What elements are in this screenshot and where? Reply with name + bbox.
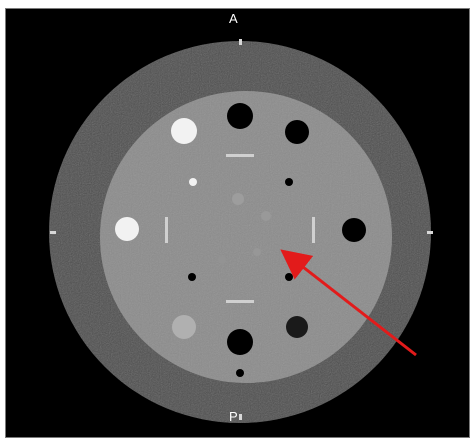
dark-insert-bottom bbox=[227, 329, 253, 355]
wire-left bbox=[165, 217, 168, 243]
red-arrow-icon bbox=[280, 249, 417, 357]
wire-right bbox=[312, 217, 315, 243]
grey-insert-bottom-left bbox=[172, 315, 196, 339]
right-marker bbox=[427, 231, 433, 234]
ct-phantom-image bbox=[49, 39, 433, 423]
top-marker bbox=[239, 39, 242, 45]
bright-insert-small bbox=[189, 178, 197, 186]
ct-slice-frame bbox=[5, 8, 470, 438]
dark-insert-bottom-right bbox=[286, 316, 308, 338]
wire-bottom bbox=[226, 300, 254, 303]
dark-insert-top bbox=[227, 103, 253, 129]
dark-insert-top-right bbox=[285, 120, 309, 144]
low-contrast-insert bbox=[232, 193, 244, 205]
low-contrast-insert bbox=[261, 211, 271, 221]
low-contrast-insert bbox=[253, 248, 261, 256]
orientation-label-posterior: P bbox=[229, 409, 238, 424]
dark-insert-right bbox=[342, 218, 366, 242]
low-contrast-insert bbox=[218, 256, 226, 264]
wire-top bbox=[226, 154, 254, 157]
orientation-label-anterior: A bbox=[229, 11, 238, 26]
bright-insert-left bbox=[115, 217, 139, 241]
bottom-marker bbox=[239, 414, 242, 420]
dark-dot-lower-left bbox=[188, 273, 196, 281]
phantom-inner-disk bbox=[100, 91, 392, 383]
dark-dot-lower-right bbox=[285, 273, 293, 281]
dark-dot-upper-right bbox=[285, 178, 293, 186]
left-marker bbox=[50, 231, 56, 234]
dark-insert-below-disk bbox=[236, 369, 244, 377]
bright-insert-large bbox=[171, 118, 197, 144]
